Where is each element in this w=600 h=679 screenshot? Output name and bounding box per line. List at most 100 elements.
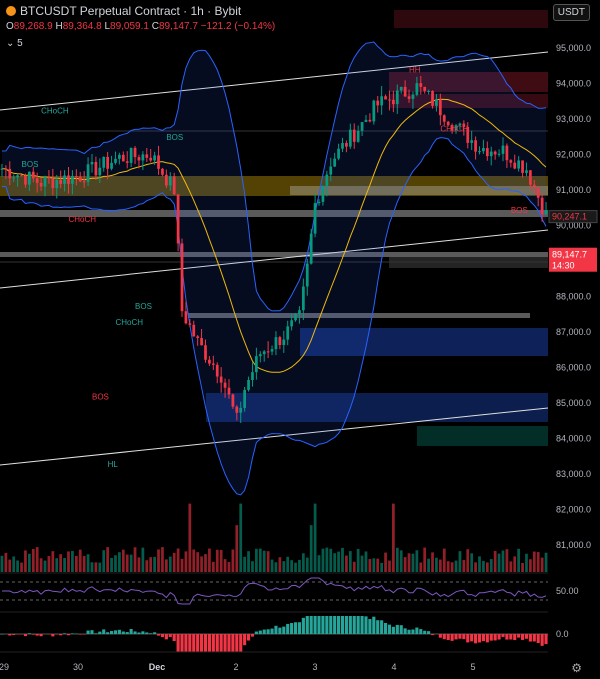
candle-body bbox=[352, 129, 356, 142]
osc-bar bbox=[274, 625, 278, 634]
volume-bar bbox=[39, 558, 43, 572]
time-tick-label: 30 bbox=[73, 662, 83, 672]
candle-body bbox=[485, 148, 489, 157]
candle-body bbox=[333, 158, 337, 167]
volume-bar bbox=[90, 562, 94, 572]
osc-bar bbox=[387, 624, 392, 634]
price-tick-label: 87,000.0 bbox=[556, 327, 591, 337]
volume-bar bbox=[121, 549, 125, 572]
volume-bar bbox=[196, 552, 200, 572]
candle-body bbox=[544, 210, 548, 215]
osc-bar bbox=[200, 634, 204, 652]
osc-bar bbox=[137, 632, 141, 634]
candle-body bbox=[262, 351, 266, 355]
smc-label-8: CHoCH bbox=[115, 318, 143, 327]
candle-body bbox=[325, 174, 329, 186]
candle-body bbox=[392, 99, 395, 105]
volume-bar bbox=[247, 551, 250, 572]
osc-bar bbox=[168, 634, 172, 638]
osc-bar bbox=[8, 634, 12, 636]
candle-body bbox=[204, 345, 207, 360]
volume-bar bbox=[239, 503, 243, 572]
osc-bar bbox=[254, 631, 258, 634]
osc-bar bbox=[164, 634, 168, 640]
osc-bar bbox=[544, 634, 548, 645]
osc-bar bbox=[86, 630, 90, 634]
price-axis-bg bbox=[548, 0, 600, 679]
candle-body bbox=[521, 160, 524, 173]
osc-bar bbox=[462, 634, 466, 640]
osc-bar bbox=[442, 634, 446, 640]
osc-bar bbox=[368, 619, 372, 634]
volume-bar bbox=[352, 561, 356, 572]
volume-bar bbox=[235, 525, 239, 572]
candle-body bbox=[82, 181, 86, 183]
candle-body bbox=[450, 125, 454, 131]
volume-bar bbox=[266, 551, 270, 572]
volume-bar bbox=[286, 556, 290, 572]
osc-bar bbox=[454, 634, 458, 640]
osc-bar bbox=[286, 623, 290, 634]
currency-button[interactable]: USDT bbox=[552, 4, 590, 21]
volume-bar bbox=[168, 556, 172, 572]
volume-bar bbox=[223, 559, 227, 572]
candle-body bbox=[24, 175, 27, 185]
osc-bar bbox=[231, 634, 235, 652]
osc-bar bbox=[528, 634, 532, 642]
osc-bar bbox=[59, 634, 63, 636]
indicators-toggle[interactable]: ⌄ 5 bbox=[6, 38, 23, 49]
volume-bar bbox=[243, 556, 247, 572]
candle-body bbox=[196, 336, 200, 339]
osc-bar bbox=[364, 616, 368, 634]
volume-bar bbox=[0, 555, 4, 572]
close-value: 89,147.7 bbox=[158, 21, 198, 32]
volume-bar bbox=[309, 525, 313, 572]
indicator-count: 5 bbox=[17, 38, 23, 49]
candle-body bbox=[317, 201, 321, 204]
price-tick-label: 82,000.0 bbox=[556, 505, 591, 515]
candle-body bbox=[47, 177, 51, 179]
candle-body bbox=[517, 160, 521, 169]
candle-body bbox=[74, 176, 78, 178]
osc-bar bbox=[121, 631, 125, 634]
candle-body bbox=[536, 187, 540, 198]
osc-bar bbox=[141, 631, 145, 634]
osc-bar bbox=[223, 634, 227, 652]
candle-body bbox=[278, 337, 282, 346]
candle-body bbox=[435, 99, 438, 106]
osc-bar bbox=[419, 629, 423, 634]
candle-body bbox=[172, 176, 176, 195]
change-value: −121.2 (−0.14%) bbox=[200, 21, 276, 32]
candle-body bbox=[43, 177, 47, 187]
candle-body bbox=[470, 140, 474, 143]
osc-bar bbox=[474, 634, 478, 644]
candle-body bbox=[114, 158, 117, 163]
osc-bar bbox=[348, 616, 352, 634]
candle-body bbox=[31, 171, 35, 179]
osc-bar bbox=[278, 627, 282, 634]
osc-bar bbox=[536, 634, 540, 644]
gear-icon[interactable]: ⚙ bbox=[571, 661, 582, 675]
osc-bar bbox=[184, 634, 188, 652]
volume-bar bbox=[118, 552, 121, 572]
volume-bar bbox=[454, 560, 458, 572]
volume-bar bbox=[360, 555, 364, 572]
candle-body bbox=[407, 96, 411, 99]
osc-bar bbox=[399, 625, 403, 634]
volume-bar bbox=[489, 559, 493, 572]
volume-bar bbox=[219, 549, 223, 572]
volume-bar bbox=[141, 547, 145, 572]
osc-bar bbox=[352, 616, 356, 634]
price-tick-label: 92,000.0 bbox=[556, 149, 591, 159]
candle-body bbox=[16, 175, 19, 178]
volume-bar bbox=[208, 548, 211, 572]
volume-bar bbox=[438, 559, 442, 572]
candle-body bbox=[98, 167, 102, 176]
volume-bar bbox=[532, 551, 536, 572]
candle-body bbox=[231, 394, 235, 407]
zone-4 bbox=[290, 186, 548, 195]
candle-body bbox=[4, 168, 8, 170]
time-tick-label: 3 bbox=[312, 662, 317, 672]
candle-body bbox=[102, 156, 106, 168]
